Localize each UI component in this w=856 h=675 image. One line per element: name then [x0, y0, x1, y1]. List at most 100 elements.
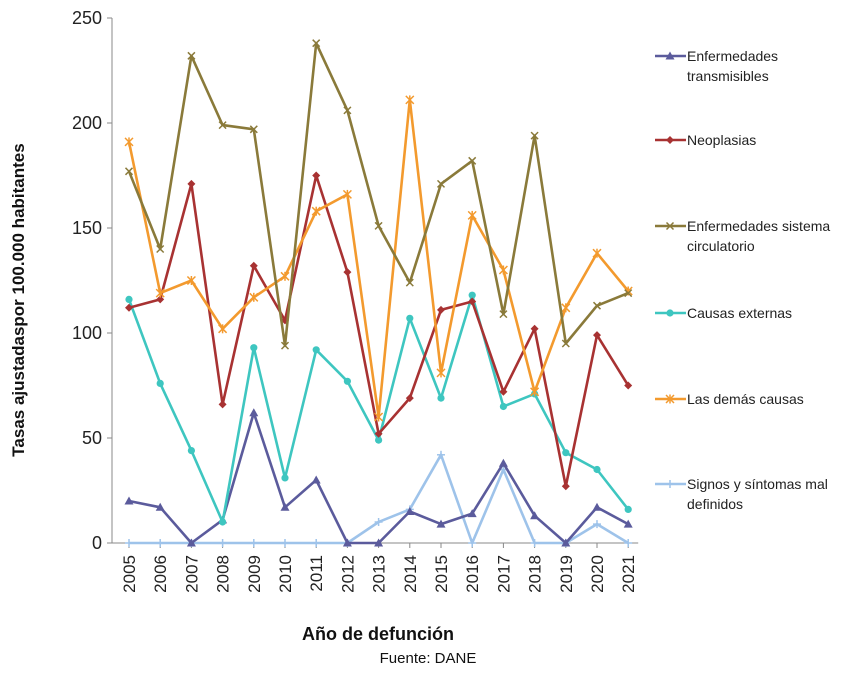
data-point: [280, 271, 290, 281]
x-tick-label: 2019: [557, 555, 576, 593]
data-point: [187, 447, 195, 455]
data-point: [124, 167, 134, 176]
data-point: [155, 288, 165, 298]
x-tick-label: 2021: [619, 555, 638, 593]
source-note: Fuente: DANE: [379, 650, 477, 667]
data-point: [343, 268, 352, 277]
data-point: [249, 292, 259, 302]
legend-item: Enfermedades transmisibles: [655, 48, 778, 84]
data-point: [467, 210, 477, 220]
data-point: [342, 538, 352, 547]
data-point: [280, 502, 290, 511]
series-line: [129, 453, 629, 545]
x-tick-label: 2018: [526, 555, 545, 593]
data-point: [125, 295, 133, 303]
data-point: [187, 51, 196, 60]
data-point: [374, 538, 384, 547]
x-tick-label: 2005: [120, 555, 139, 593]
data-point: [156, 295, 165, 304]
data-point: [593, 331, 601, 340]
data-point: [498, 265, 508, 275]
series-3: [125, 291, 632, 526]
x-tick-label: 2007: [182, 555, 201, 593]
legend-marker: [665, 221, 675, 231]
data-point: [405, 507, 415, 515]
data-point: [311, 475, 321, 484]
x-tick-label: 2008: [214, 555, 233, 593]
data-point: [624, 289, 633, 298]
data-point: [218, 539, 227, 547]
data-point: [124, 137, 134, 147]
series-0: [124, 408, 633, 547]
legend-marker: [666, 480, 674, 488]
data-point: [218, 121, 227, 130]
y-tick-label: 100: [72, 323, 102, 343]
data-point: [561, 303, 571, 313]
data-point: [530, 539, 539, 547]
data-point: [592, 248, 602, 258]
data-point: [311, 206, 321, 216]
data-point: [436, 368, 446, 378]
data-point: [312, 39, 321, 48]
data-point: [343, 106, 352, 115]
data-point: [592, 301, 602, 310]
data-point: [250, 344, 258, 352]
legend-item: Causas externas: [655, 305, 792, 321]
data-point: [312, 346, 320, 354]
data-point: [281, 539, 289, 547]
x-tick-label: 2014: [401, 555, 420, 593]
x-tick-label: 2011: [307, 555, 326, 592]
data-point: [374, 429, 383, 438]
data-point: [249, 539, 258, 547]
y-tick-label: 200: [72, 113, 102, 133]
x-axis-label: Año de defunción: [302, 624, 454, 644]
legend-label: Las demás causas: [687, 391, 804, 407]
line-chart: 0 50 100 150 200 250 2005 2006 2007 2008 2009 2010…: [9, 8, 830, 644]
data-point: [343, 377, 351, 385]
data-point: [249, 125, 258, 134]
x-tick-label: 2009: [245, 555, 264, 593]
data-point: [624, 505, 632, 513]
legend-item: Enfermedades sistema circulatorio: [655, 218, 830, 254]
x-tick-label: 2017: [494, 555, 513, 593]
data-point: [468, 539, 477, 547]
y-tick-label: 0: [92, 533, 102, 553]
data-point: [281, 474, 289, 482]
data-point: [530, 387, 540, 397]
data-point: [437, 394, 445, 402]
legend-marker: [666, 136, 674, 144]
data-point: [405, 278, 414, 287]
data-point: [498, 458, 508, 467]
legend-item: Las demás causas: [655, 391, 804, 407]
data-point: [561, 482, 570, 491]
x-tick-label: 2006: [151, 555, 170, 593]
legend-item: Signos y síntomas mal definidos: [655, 476, 828, 512]
x-tick-label: 2010: [276, 555, 295, 593]
x-tick-label: 2016: [463, 555, 482, 593]
data-point: [156, 244, 165, 254]
x-tick-label: 2020: [588, 555, 607, 593]
legend-label: Neoplasias: [687, 132, 756, 148]
data-point: [219, 518, 227, 526]
data-point: [593, 520, 601, 529]
data-point: [124, 496, 134, 505]
y-tick-label: 250: [72, 8, 102, 28]
data-point: [405, 394, 414, 403]
x-tick-labels: 2005 2006 2007 2008 2009 2010 2011 2012 2013 2014…: [120, 555, 638, 593]
data-point: [562, 449, 570, 457]
data-point: [499, 387, 508, 396]
legend-label: Enfermedades transmisibles: [687, 48, 778, 84]
data-point: [468, 297, 477, 306]
data-point: [406, 314, 414, 322]
data-point: [436, 519, 446, 528]
y-tick-label: 150: [72, 218, 102, 238]
data-point: [342, 189, 352, 199]
data-point: [312, 539, 321, 547]
data-point: [437, 305, 445, 314]
y-tick-labels: 0 50 100 150 200 250: [72, 8, 102, 553]
data-point: [623, 519, 633, 528]
data-point: [186, 538, 196, 547]
y-axis-label: Tasas ajustadaspor 100.000 habitantes: [9, 143, 28, 456]
x-tick-label: 2013: [370, 555, 389, 593]
legend-label: Causas externas: [687, 305, 792, 321]
